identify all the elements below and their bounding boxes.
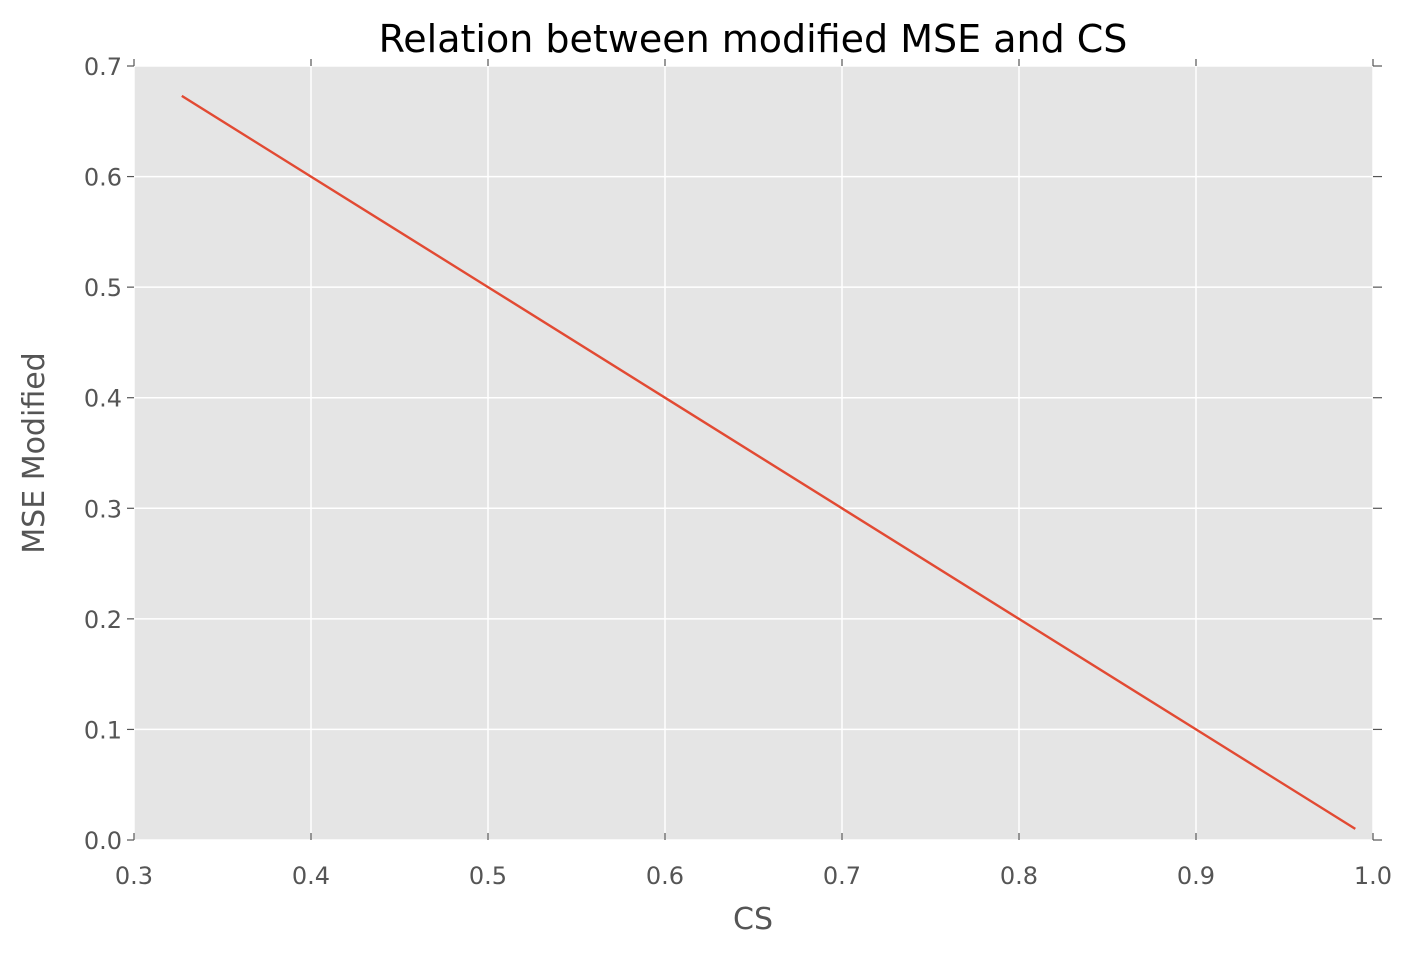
x-tick-label: 0.6 <box>646 862 684 890</box>
y-tick-label: 0.5 <box>84 274 122 302</box>
y-tick-label: 0.1 <box>84 716 122 744</box>
x-tick-label: 0.4 <box>292 862 330 890</box>
series-line <box>181 94 1356 830</box>
x-tick-label: 0.7 <box>823 862 861 890</box>
y-tick-label: 0.4 <box>84 385 122 413</box>
x-tick-label: 0.3 <box>115 862 153 890</box>
y-axis-label: MSE Modified <box>17 352 52 553</box>
y-tick-label: 0.3 <box>84 495 122 523</box>
axis-ticks <box>127 59 1382 841</box>
y-tick-label: 0.6 <box>84 164 122 192</box>
x-tick-label: 0.5 <box>469 862 507 890</box>
grid <box>133 65 1374 841</box>
y-tick-label: 0.0 <box>84 827 122 855</box>
x-axis-label: CS <box>733 902 773 937</box>
chart-title: Relation between modified MSE and CS <box>379 17 1128 61</box>
y-tick-label: 0.7 <box>84 53 122 81</box>
y-tick-label: 0.2 <box>84 606 122 634</box>
series-layer <box>181 94 1356 830</box>
x-tick-labels: 0.3 0.4 0.5 0.6 0.7 0.8 0.9 1.0 <box>115 862 1392 890</box>
x-tick-label: 0.9 <box>1177 862 1215 890</box>
y-tick-labels: 0.0 0.1 0.2 0.3 0.4 0.5 0.6 0.7 <box>84 53 122 855</box>
x-tick-label: 1.0 <box>1354 862 1392 890</box>
x-tick-label: 0.8 <box>1000 862 1038 890</box>
